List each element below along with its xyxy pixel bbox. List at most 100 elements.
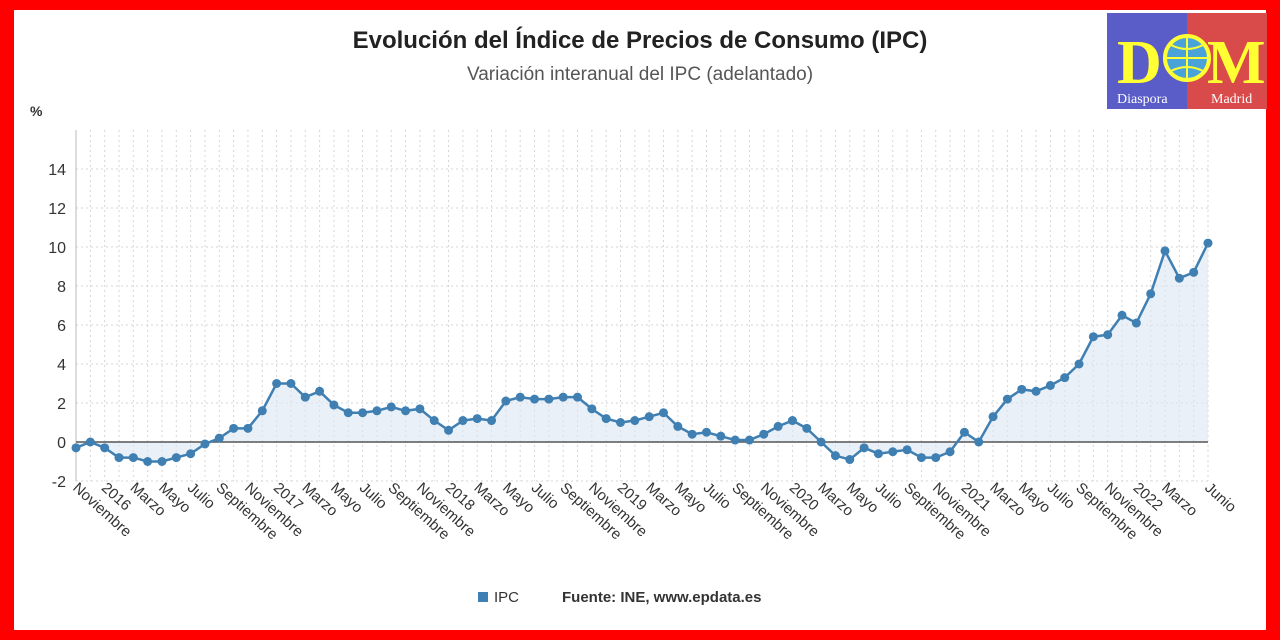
globe-icon-lines xyxy=(1165,36,1209,80)
dm-logo: D M Diaspora Madrid xyxy=(1107,13,1267,109)
x-tick-label: Junio xyxy=(1201,479,1239,516)
data-point xyxy=(1002,394,1012,404)
data-point xyxy=(802,423,812,433)
data-point xyxy=(1031,386,1041,396)
data-point xyxy=(386,402,396,412)
data-point xyxy=(200,439,210,449)
data-point xyxy=(544,394,554,404)
y-tick-label: 14 xyxy=(48,162,66,179)
data-point xyxy=(358,408,368,418)
chart-subtitle: Variación interanual del IPC (adelantado… xyxy=(466,64,814,85)
data-point xyxy=(85,437,95,447)
series-area xyxy=(76,243,1208,462)
y-tick-label: 12 xyxy=(48,201,66,218)
data-point xyxy=(1088,332,1098,342)
data-point xyxy=(558,392,568,402)
data-point xyxy=(1074,359,1084,369)
data-point xyxy=(114,453,124,463)
data-point xyxy=(1060,373,1070,383)
logo-right-text: Madrid xyxy=(1211,92,1252,107)
chart-grid xyxy=(75,130,1209,482)
data-point xyxy=(1045,380,1055,390)
data-point xyxy=(830,451,840,461)
data-point xyxy=(573,392,583,402)
data-point xyxy=(429,416,439,426)
data-point xyxy=(945,447,955,457)
data-point xyxy=(630,416,640,426)
data-point xyxy=(71,443,81,453)
legend-label-ipc: IPC xyxy=(494,589,519,606)
data-point xyxy=(415,404,425,414)
data-point xyxy=(343,408,353,418)
logo-left-text: Diaspora xyxy=(1117,92,1168,107)
data-point xyxy=(601,414,611,424)
data-point xyxy=(616,418,626,427)
chart-frame xyxy=(14,10,1266,630)
legend-swatch-ipc xyxy=(478,592,488,602)
data-point xyxy=(988,412,998,422)
data-point xyxy=(787,416,797,426)
data-point xyxy=(730,435,740,445)
y-axis-ticks: -2 0 2 4 6 8 10 12 14 xyxy=(48,162,66,491)
data-point xyxy=(444,425,454,435)
data-point xyxy=(315,386,325,396)
data-point xyxy=(229,423,239,433)
series-points xyxy=(71,238,1213,466)
data-point xyxy=(1131,318,1141,328)
data-point xyxy=(759,429,769,439)
dm-logo-graphic: D M Diaspora Madrid xyxy=(1107,13,1267,109)
data-point xyxy=(974,437,984,447)
data-point xyxy=(329,400,339,410)
data-point xyxy=(816,437,826,447)
y-tick-label: 4 xyxy=(57,357,66,374)
source-text: Fuente: INE, www.epdata.es xyxy=(562,589,761,606)
y-tick-label: 8 xyxy=(57,279,66,296)
x-axis-labels: Noviembre2016MarzoMayoJulioSeptiembreNov… xyxy=(69,479,1239,543)
data-point xyxy=(744,435,754,445)
logo-letter-d: D xyxy=(1117,29,1162,97)
data-point xyxy=(673,421,683,431)
data-point xyxy=(243,423,253,433)
y-tick-label: 6 xyxy=(57,318,66,335)
data-point xyxy=(931,453,941,463)
data-point xyxy=(888,447,898,457)
data-point xyxy=(372,406,382,416)
data-point xyxy=(143,457,153,466)
data-point xyxy=(300,392,310,402)
data-point xyxy=(773,421,783,431)
data-point xyxy=(171,453,181,463)
data-point xyxy=(458,416,468,426)
data-point xyxy=(1117,310,1127,320)
data-point xyxy=(487,416,497,426)
data-point xyxy=(1189,267,1199,277)
y-axis-label: % xyxy=(30,103,43,119)
data-point xyxy=(959,427,969,437)
data-point xyxy=(701,427,711,437)
y-tick-label: 0 xyxy=(57,435,66,452)
data-point xyxy=(401,406,411,416)
data-point xyxy=(272,379,282,388)
data-point xyxy=(716,431,726,441)
data-point xyxy=(214,433,224,443)
y-tick-label: -2 xyxy=(52,474,66,491)
data-point xyxy=(472,414,482,424)
data-point xyxy=(687,429,697,439)
chart-title: Evolución del Índice de Precios de Consu… xyxy=(352,27,928,54)
data-point xyxy=(916,453,926,463)
data-point xyxy=(873,449,883,459)
data-point xyxy=(100,443,110,453)
data-point xyxy=(1103,330,1113,340)
data-point xyxy=(1174,273,1184,283)
data-point xyxy=(845,455,855,465)
data-point xyxy=(1203,238,1213,248)
data-point xyxy=(1017,384,1027,394)
y-tick-label: 2 xyxy=(57,396,66,413)
data-point xyxy=(157,457,167,466)
data-point xyxy=(859,443,869,453)
data-point xyxy=(644,412,654,422)
data-point xyxy=(501,396,511,406)
data-point xyxy=(587,404,597,414)
data-point xyxy=(530,394,540,404)
data-point xyxy=(902,445,912,455)
